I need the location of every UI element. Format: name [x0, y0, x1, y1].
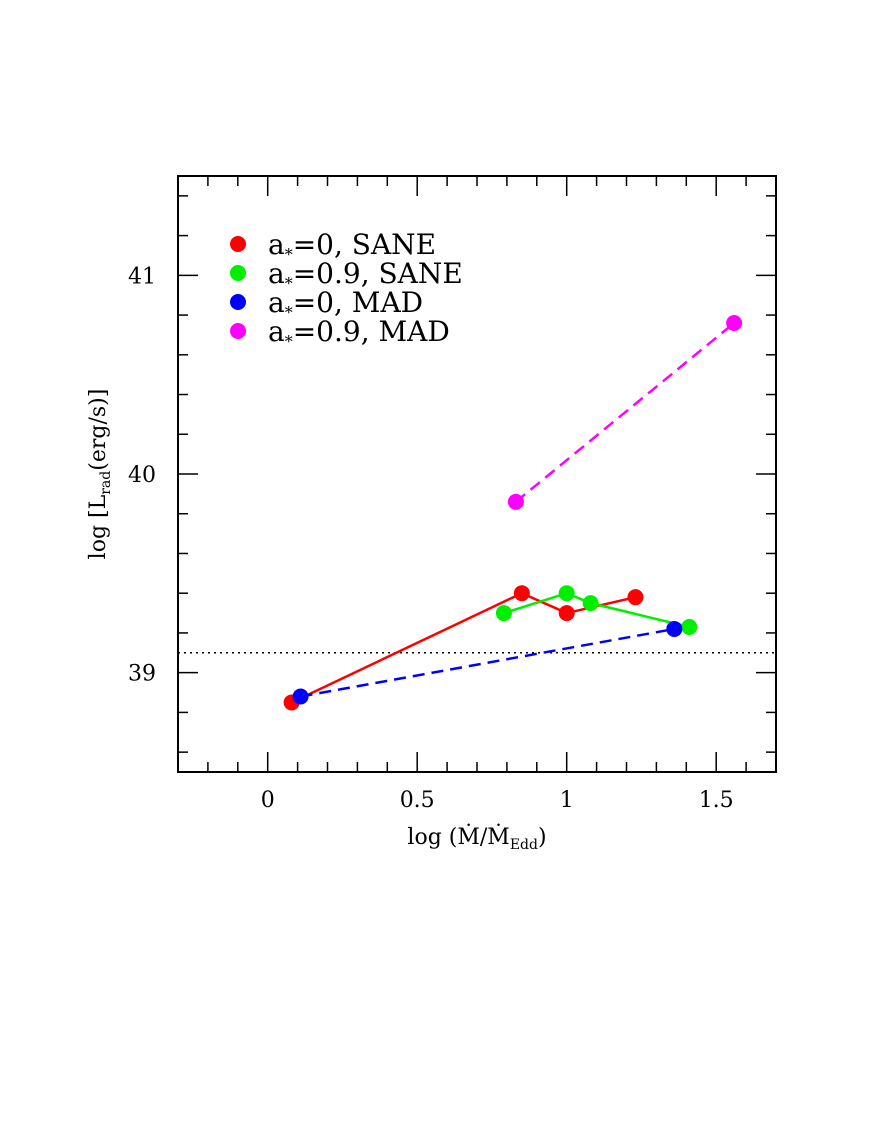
y-tick-label: 40: [128, 463, 156, 488]
series-line-3: [515, 322, 735, 503]
series-line-2: [300, 627, 675, 698]
data-point-series-0: [558, 605, 575, 622]
x-axis-title: log (Ṁ/ṀEdd): [407, 823, 546, 853]
series-lines: [291, 322, 735, 704]
data-point-series-3: [507, 493, 524, 510]
legend-label-0: a*=0, SANE: [268, 228, 436, 264]
y-axis-title: log [Lrad(erg/s)]: [86, 389, 114, 560]
data-point-series-0: [627, 589, 644, 606]
data-point-series-0: [513, 585, 530, 602]
legend-marker-1: [230, 265, 246, 281]
plot-frame: [177, 175, 777, 773]
data-point-series-2: [666, 620, 683, 637]
x-tick-label: 1: [560, 788, 574, 813]
legend-marker-2: [230, 294, 246, 310]
legend-label-3: a*=0.9, MAD: [268, 315, 450, 351]
data-point-series-1: [558, 585, 575, 602]
tick-labels: 0 0.5 1 1.5 39 40 41: [128, 264, 734, 813]
data-point-series-1: [495, 605, 512, 622]
y-tick-label: 39: [128, 662, 156, 687]
legend-marker-3: [230, 323, 246, 339]
data-point-series-2: [292, 688, 309, 705]
series-points: [283, 315, 743, 711]
legend-label-2: a*=0, MAD: [268, 286, 423, 322]
data-point-series-1: [681, 618, 698, 635]
legend-marker-0: [230, 236, 246, 252]
y-tick-label: 41: [128, 264, 156, 289]
series-line-0: [291, 591, 636, 704]
data-point-series-1: [582, 595, 599, 612]
series-line-1: [503, 591, 690, 629]
legend-label-1: a*=0.9, SANE: [268, 257, 463, 293]
x-tick-label: 0: [261, 788, 275, 813]
x-tick-label: 1.5: [699, 788, 734, 813]
data-point-series-3: [726, 315, 743, 332]
x-tick-label: 0.5: [400, 788, 435, 813]
